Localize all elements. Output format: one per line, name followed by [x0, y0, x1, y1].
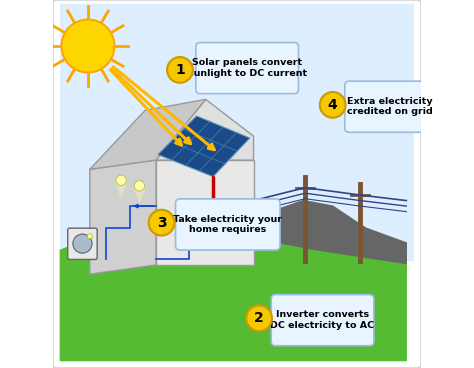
- Circle shape: [87, 234, 92, 239]
- FancyBboxPatch shape: [345, 81, 435, 132]
- Polygon shape: [158, 116, 250, 177]
- FancyBboxPatch shape: [182, 206, 211, 236]
- Polygon shape: [156, 160, 254, 265]
- Text: ~: ~: [192, 216, 201, 226]
- Polygon shape: [156, 99, 254, 160]
- FancyBboxPatch shape: [175, 199, 280, 250]
- Polygon shape: [133, 187, 146, 204]
- Circle shape: [246, 305, 272, 331]
- Text: 3: 3: [157, 216, 166, 230]
- Text: Solar panels convert
sunlight to DC current: Solar panels convert sunlight to DC curr…: [188, 59, 307, 78]
- Text: 2: 2: [254, 311, 264, 325]
- Polygon shape: [114, 181, 128, 199]
- Circle shape: [62, 20, 114, 72]
- FancyBboxPatch shape: [271, 294, 374, 346]
- FancyBboxPatch shape: [60, 4, 414, 265]
- Circle shape: [149, 210, 174, 236]
- Polygon shape: [90, 160, 156, 274]
- Text: Extra electricity
credited on grid: Extra electricity credited on grid: [347, 97, 433, 116]
- Circle shape: [73, 234, 92, 253]
- Text: 1: 1: [175, 63, 185, 77]
- Text: 4: 4: [328, 98, 337, 112]
- FancyBboxPatch shape: [53, 0, 421, 368]
- Polygon shape: [60, 230, 406, 361]
- Polygon shape: [90, 99, 206, 169]
- FancyBboxPatch shape: [219, 204, 246, 239]
- Circle shape: [134, 181, 145, 191]
- Circle shape: [320, 92, 346, 118]
- FancyBboxPatch shape: [68, 228, 97, 259]
- Circle shape: [167, 57, 193, 83]
- Text: Inverter converts
DC electricity to AC: Inverter converts DC electricity to AC: [271, 311, 374, 330]
- Polygon shape: [237, 201, 406, 265]
- FancyBboxPatch shape: [60, 261, 414, 361]
- Circle shape: [116, 175, 126, 185]
- Text: Take electricity your
home requires: Take electricity your home requires: [173, 215, 283, 234]
- FancyBboxPatch shape: [196, 43, 299, 94]
